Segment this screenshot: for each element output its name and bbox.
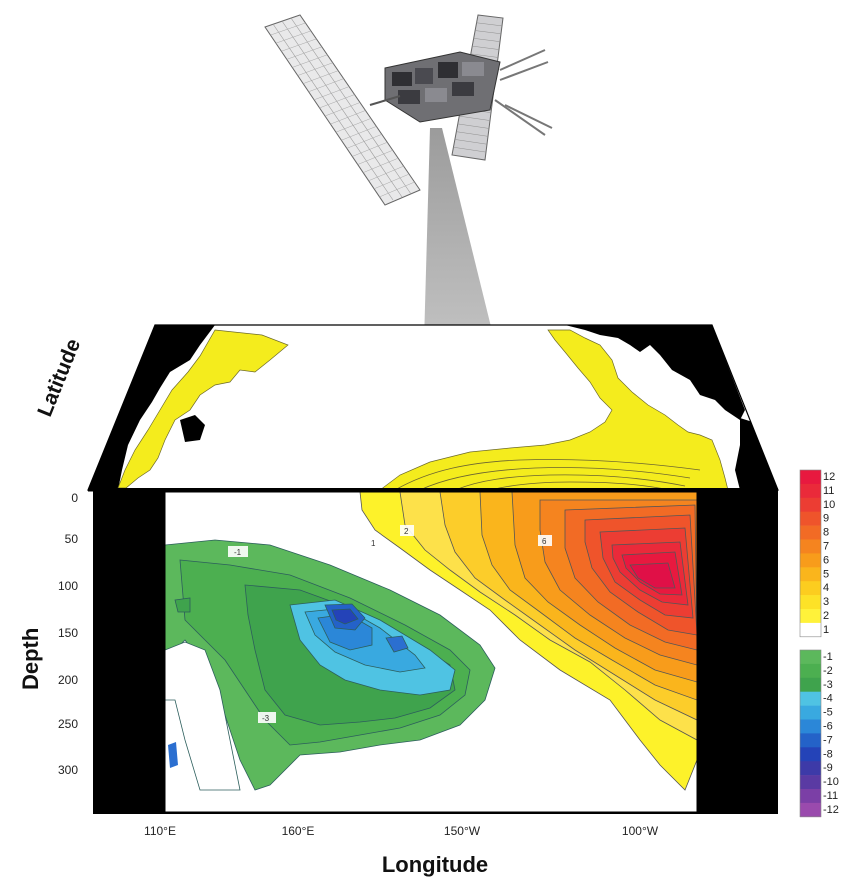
contour-label-2: 2: [404, 527, 409, 536]
colorbar-swatch-neg-8: [800, 761, 821, 776]
colorbar-swatch-pos-7: [800, 567, 821, 582]
contour-label-neg3: -3: [262, 714, 270, 723]
depth-tick-50: 50: [65, 532, 79, 546]
colorbar-swatch-pos-8: [800, 581, 821, 596]
colorbar-label-pos-6: 6: [823, 554, 829, 566]
colorbar-label-pos-1: 11: [823, 485, 834, 497]
colorbar-label-pos-7: 5: [823, 568, 829, 580]
longitude-axis-title: Longitude: [382, 852, 488, 877]
contour-label-1: 1: [371, 539, 376, 548]
warm-anomaly: [359, 492, 697, 791]
colorbar-swatch-pos-1: [800, 483, 821, 499]
colorbar-swatch-pos-5: [800, 539, 821, 554]
colorbar-label-pos-5: 7: [823, 541, 829, 553]
colorbar-label-pos-4: 8: [823, 527, 829, 539]
colorbar-swatch-neg-10: [800, 789, 821, 804]
satellite-booms: [494, 49, 553, 136]
lon-tick-110E: 110°E: [144, 824, 176, 838]
land-japan: [180, 415, 205, 442]
colorbar: 12 11 10 9 8 76 5 4 3 2 1 -1 -2 -3 -4 -5 -6-7 -8 -9 -10 -11…: [799, 469, 839, 818]
depth-tick-300: 300: [58, 763, 78, 777]
colorbar-label-pos-0: 12: [823, 471, 835, 483]
colorbar-label-neg-6: -7: [823, 734, 833, 746]
colorbar-label-pos-3: 9: [823, 513, 829, 525]
depth-section: -1 -3 1 2 6: [88, 488, 778, 814]
lat-tick-20: 20°N: [99, 377, 122, 392]
satellite-illustration: [264, 14, 553, 206]
lat-tick-10: 10°N: [87, 420, 110, 435]
colorbar-label-neg-2: -3: [823, 679, 833, 691]
depth-tick-150: 150: [58, 626, 78, 640]
colorbar-swatch-neg-4: [800, 705, 821, 720]
colorbar-label-pos-9: 3: [823, 596, 829, 608]
lon-tick-150W: 150°W: [444, 824, 481, 838]
satellite-body: [369, 51, 501, 123]
colorbar-label-neg-0: -1: [823, 651, 833, 663]
colorbar-swatch-pos-9: [800, 595, 821, 610]
colorbar-label-neg-1: -2: [823, 665, 833, 677]
colorbar-swatch-neg-7: [800, 747, 821, 762]
lon-tick-100W: 100°W: [622, 824, 659, 838]
solar-panel-left: [264, 14, 421, 206]
land-asia-coast: [117, 329, 289, 489]
colorbar-label-neg-5: -6: [823, 721, 833, 733]
colorbar-label-pos-10: 2: [823, 610, 829, 622]
contour-labels: -1 -3 1 2 6: [228, 525, 552, 723]
colorbar-label-neg-11: -12: [823, 804, 839, 816]
colorbar-swatch-pos-10: [800, 609, 821, 624]
land-central: [735, 418, 778, 490]
surface-contours: [394, 459, 701, 490]
colorbar-label-neg-7: -8: [823, 748, 833, 760]
colorbar-swatch-pos-0: [800, 470, 821, 485]
surface-map: 30°N 20°N 10°N: [87, 324, 779, 491]
colorbar-label-neg-9: -10: [823, 776, 839, 788]
colorbar-swatch-neg-0: [800, 650, 821, 665]
colorbar-label-neg-4: -5: [823, 707, 833, 719]
colorbar-positive: 12 11 10 9 8 76 5 4 3 2 1: [799, 469, 835, 638]
depth-axis-title: Depth: [18, 628, 43, 690]
colorbar-swatch-neg-9: [800, 775, 821, 790]
land-americas: [565, 325, 745, 420]
colorbar-swatch-pos-3: [800, 511, 821, 526]
colorbar-label-pos-2: 10: [823, 499, 835, 511]
colorbar-swatch-pos-2: [800, 497, 821, 512]
depth-tick-250: 250: [58, 717, 78, 731]
colorbar-swatch-neg-11: [800, 802, 821, 818]
longitude-ticks: 110°E 160°E 150°W 100°W: [144, 824, 659, 838]
contour-label-neg1: -1: [234, 548, 242, 557]
colorbar-negative: -1 -2 -3 -4 -5 -6-7 -8 -9 -10 -11 -12: [799, 649, 839, 818]
lat-tick-30: 30°N: [111, 337, 134, 352]
colorbar-swatch-pos-4: [800, 525, 821, 540]
lon-tick-160E: 160°E: [282, 824, 315, 838]
colorbar-label-neg-8: -9: [823, 762, 833, 774]
colorbar-label-pos-8: 4: [823, 582, 829, 594]
colorbar-swatch-pos-6: [800, 553, 821, 568]
depth-tick-0: 0: [71, 491, 78, 505]
colorbar-label-neg-3: -4: [823, 693, 833, 705]
section-gap: [165, 641, 241, 791]
colorbar-swatch-neg-1: [800, 663, 821, 679]
colorbar-swatch-neg-2: [800, 677, 821, 692]
colorbar-swatch-neg-6: [800, 733, 821, 748]
colorbar-label-pos-11: 1: [823, 624, 829, 636]
depth-ticks: 0 50 100 150 200 250 300: [58, 491, 78, 777]
colorbar-swatch-neg-3: [800, 691, 821, 706]
cold-anomaly: [165, 539, 496, 791]
colorbar-label-neg-10: -11: [823, 790, 838, 802]
latitude-axis-title: Latitude: [33, 336, 85, 420]
colorbar-swatch-neg-5: [800, 719, 821, 734]
colorbar-swatch-pos-11: [800, 622, 821, 638]
depth-tick-100: 100: [58, 579, 78, 593]
depth-tick-200: 200: [58, 673, 78, 687]
land-americas-coast: [378, 329, 729, 490]
contour-label-6: 6: [542, 537, 547, 546]
